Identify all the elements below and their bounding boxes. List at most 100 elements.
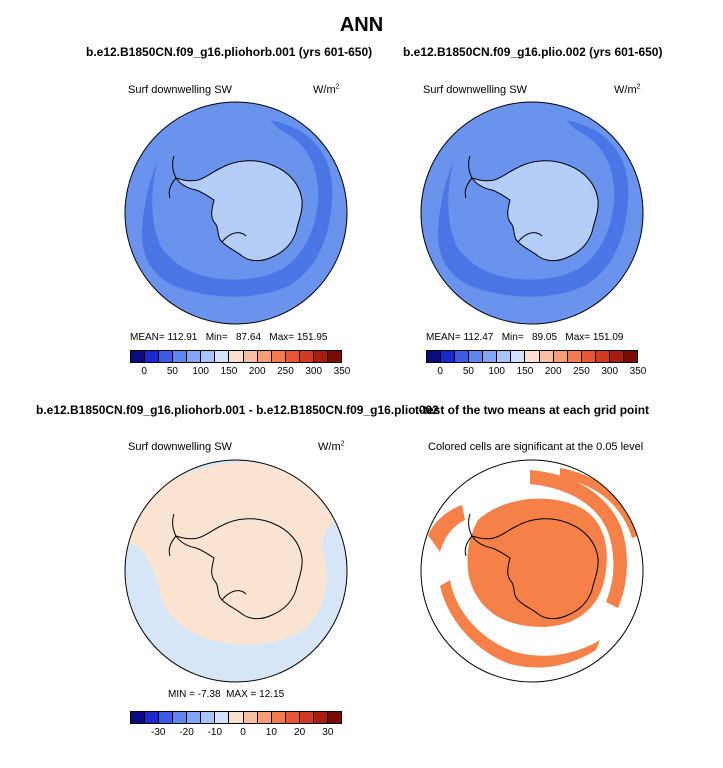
significant-cells-far-ring xyxy=(560,468,640,538)
colorbar-swatch xyxy=(173,351,188,362)
colorbar-tick-label: 30 xyxy=(322,727,334,738)
colorbar-swatch xyxy=(145,712,160,723)
panel-title-bl: b.e12.B1850CN.f09_g16.pliohorb.001 - b.e… xyxy=(36,403,439,417)
colorbar-swatch xyxy=(327,351,341,362)
colorbar-swatch xyxy=(623,351,637,362)
colorbar-tick-label: -30 xyxy=(151,727,166,738)
map-border-tr xyxy=(420,101,644,325)
colorbar-swatch xyxy=(215,351,230,362)
stats-bl: MIN = -7.38 MAX = 12.15 xyxy=(168,689,285,700)
significance-note: Colored cells are significant at the 0.0… xyxy=(428,441,644,453)
colorbar-tick-label: 300 xyxy=(601,366,619,377)
colorbar-swatch xyxy=(215,712,230,723)
colorbar-tick-label: 350 xyxy=(333,366,351,377)
colorbar-swatch xyxy=(271,351,286,362)
map-border-br xyxy=(420,459,644,683)
colorbar-swatch xyxy=(145,351,160,362)
colorbar-swatch xyxy=(131,351,146,362)
colorbar-swatch xyxy=(271,712,286,723)
colorbar-swatch xyxy=(201,351,216,362)
colorbar-swatch xyxy=(285,351,300,362)
colorbar-swatch xyxy=(441,351,456,362)
colorbar-swatch xyxy=(159,351,174,362)
stats-tr: MEAN= 112.47 Min= 89.05 Max= 151.09 xyxy=(426,332,624,343)
colorbar-tl xyxy=(130,350,342,363)
panel-title-br: t-test of the two means at each grid poi… xyxy=(415,403,650,417)
peninsula xyxy=(464,513,473,557)
colorbar-swatch xyxy=(257,351,272,362)
colorbar-swatch xyxy=(313,712,328,723)
colorbar-swatch xyxy=(595,351,610,362)
ross-shelf xyxy=(221,232,247,243)
colorbar-tick-label: 250 xyxy=(277,366,294,377)
colorbar-swatch xyxy=(539,351,554,362)
panel-title-tr: b.e12.B1850CN.f09_g16.plio.002 (yrs 601-… xyxy=(403,45,663,59)
colorbar-tick-label: 100 xyxy=(192,366,209,377)
figure-title: ANN xyxy=(339,14,384,36)
colorbar-swatch xyxy=(187,351,202,362)
units-label-tr: W/m2 xyxy=(614,83,641,96)
colorbar-tick-label: 0 xyxy=(437,366,443,377)
colorbar-swatch xyxy=(313,351,328,362)
map-border-bl xyxy=(124,459,348,683)
colorbar-tick-label: 150 xyxy=(516,366,534,377)
stats-tl: MEAN= 112.91 Min= 87.64 Max= 151.95 xyxy=(130,332,328,343)
colorbar-tick-label: 50 xyxy=(462,366,474,377)
colorbar-swatch xyxy=(427,351,442,362)
colorbar-swatch xyxy=(525,351,540,362)
significant-cells-main xyxy=(467,498,607,627)
units-label-tl: W/m2 xyxy=(313,83,340,96)
variable-label-bl: Surf downwelling SW xyxy=(128,441,232,453)
colorbar-swatch xyxy=(159,712,174,723)
colorbar-tick-label: 10 xyxy=(265,727,277,738)
significant-cells-ring xyxy=(530,470,627,608)
peninsula xyxy=(168,155,177,199)
peninsula xyxy=(168,513,177,557)
colorbar-tick-label: 0 xyxy=(141,366,147,377)
colorbar-tick-label: -20 xyxy=(179,727,194,738)
colorbar-ticks-tl: 0 50 100 150 200 250 300 350 xyxy=(130,366,350,378)
colorbar-swatch xyxy=(257,712,272,723)
significant-cells-ring-2 xyxy=(440,580,600,668)
colorbar-swatch xyxy=(229,712,244,723)
colorbar-swatch xyxy=(469,351,484,362)
colorbar-swatch xyxy=(609,351,624,362)
map-border-tl xyxy=(124,101,348,325)
colorbar-tick-label: 200 xyxy=(248,366,266,377)
colorbar-tick-label: -10 xyxy=(207,727,223,738)
colorbar-tick-label: 150 xyxy=(220,366,238,377)
colorbar-swatch xyxy=(455,351,470,362)
colorbar-swatch xyxy=(299,712,314,723)
colorbar-swatch xyxy=(201,712,216,723)
colorbar-tick-label: 20 xyxy=(294,727,306,738)
ross-shelf xyxy=(517,232,543,243)
colorbar-swatch xyxy=(229,351,244,362)
colorbar-ticks-bl: -30 -20 -10 0 10 20 30 xyxy=(130,727,342,739)
colorbar-tick-label: 300 xyxy=(305,366,323,377)
colorbar-tick-label: 0 xyxy=(240,727,246,738)
colorbar-ticks-tr: 0 50 100 150 200 250 300 350 xyxy=(426,366,646,378)
colorbar-swatch xyxy=(497,351,512,362)
panel-title-tl: b.e12.B1850CN.f09_g16.pliohorb.001 (yrs … xyxy=(86,45,373,59)
units-label-bl: W/m2 xyxy=(318,440,345,453)
colorbar-tick-label: 350 xyxy=(629,366,647,377)
variable-label-tr: Surf downwelling SW xyxy=(423,84,527,96)
colorbar-swatch xyxy=(187,712,202,723)
colorbar-swatch xyxy=(131,712,146,723)
colorbar-bl xyxy=(130,711,342,724)
colorbar-tick-label: 50 xyxy=(166,366,178,377)
variable-label-tl: Surf downwelling SW xyxy=(128,84,232,96)
colorbar-swatch xyxy=(483,351,498,362)
colorbar-swatch xyxy=(173,712,188,723)
significant-cells-west xyxy=(428,505,465,552)
colorbar-swatch xyxy=(243,351,258,362)
colorbar-swatch xyxy=(285,712,300,723)
ross-shelf xyxy=(221,590,247,601)
colorbar-tr xyxy=(426,350,638,363)
colorbar-swatch xyxy=(511,351,526,362)
colorbar-swatch xyxy=(299,351,314,362)
